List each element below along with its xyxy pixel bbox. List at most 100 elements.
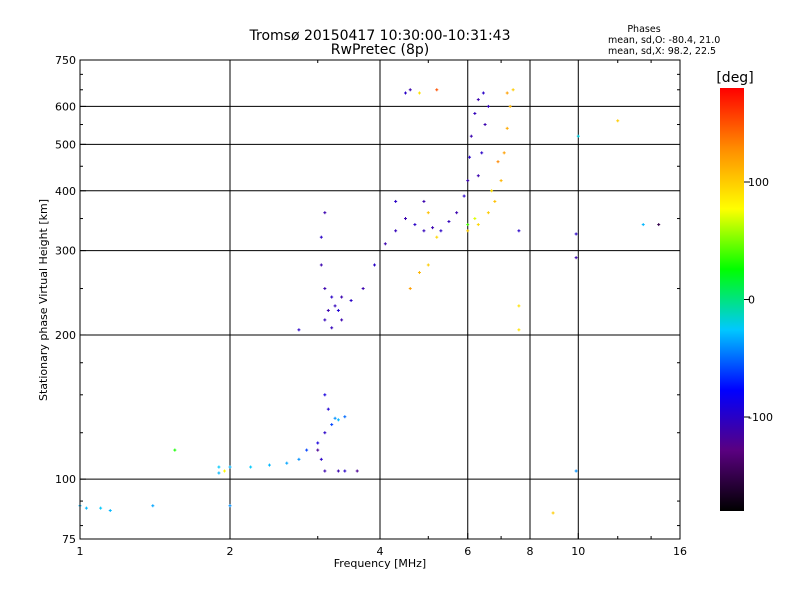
data-point [343, 415, 347, 419]
data-point [576, 134, 580, 138]
data-point [330, 295, 334, 299]
y-tick-label: 750 [55, 54, 76, 67]
data-point [505, 126, 509, 130]
grid [80, 60, 680, 539]
data-point [422, 229, 426, 233]
data-point [333, 304, 337, 308]
data-point [551, 511, 555, 515]
x-tick-label: 16 [673, 545, 687, 558]
data-point [108, 509, 112, 513]
data-point [490, 189, 494, 193]
data-point [373, 263, 377, 267]
chart-subtitle: RwPretec (8p) [331, 42, 429, 58]
data-point [517, 328, 521, 332]
data-point [417, 271, 421, 275]
data-point [340, 295, 344, 299]
data-point [476, 174, 480, 178]
data-point [657, 223, 661, 227]
colorbar-tick-label: -100 [748, 411, 773, 424]
colorbar-tick-label: 100 [748, 176, 769, 189]
y-tick-label: 600 [55, 100, 76, 113]
x-tick-label: 1 [77, 545, 84, 558]
data-point [330, 326, 334, 330]
data-point [326, 407, 330, 411]
data-point [486, 211, 490, 215]
chart-title: Tromsø 20150417 10:30:00-10:31:43 [249, 28, 511, 44]
data-point [473, 217, 477, 221]
data-point [99, 506, 103, 510]
data-point [483, 123, 487, 127]
data-point [469, 134, 473, 138]
data-point [574, 232, 578, 236]
data-point [217, 465, 221, 469]
x-tick-label: 4 [377, 545, 384, 558]
data-point [439, 229, 443, 233]
data-point [511, 88, 515, 92]
data-point [466, 223, 470, 227]
data-point [361, 287, 365, 291]
data-point [340, 318, 344, 322]
legend-line-o: mean, sd,O: -80.4, 21.0 [608, 35, 720, 46]
data-point [323, 318, 327, 322]
data-point [517, 229, 521, 233]
data-point [466, 179, 470, 183]
data-point [466, 229, 470, 233]
x-tick-label: 8 [527, 545, 534, 558]
axis-ticks: 1 2 4 6 8 10 16 75 100 200 300 400 500 600 750 [55, 54, 687, 558]
data-point [305, 448, 309, 452]
colorbar [720, 88, 744, 511]
legend-line-x: mean, sd,X: 98.2, 22.5 [608, 46, 716, 57]
y-tick-label: 500 [55, 138, 76, 151]
data-points [78, 88, 661, 515]
y-tick-label: 300 [55, 245, 76, 258]
colorbar-ticks: 100 0 -100 [744, 176, 773, 424]
data-point [435, 88, 439, 92]
data-point [417, 91, 421, 95]
data-point [316, 448, 320, 452]
data-point [228, 465, 232, 469]
x-tick-label: 6 [464, 545, 471, 558]
data-point [517, 304, 521, 308]
data-point [323, 287, 327, 291]
data-point [403, 217, 407, 221]
data-point [333, 416, 337, 420]
data-point [323, 469, 327, 473]
data-point [336, 469, 340, 473]
data-point [267, 463, 271, 467]
data-point [493, 199, 497, 203]
data-point [426, 263, 430, 267]
data-point [447, 220, 451, 224]
y-tick-label: 75 [62, 533, 76, 546]
y-tick-label: 100 [55, 473, 76, 486]
data-point [349, 299, 353, 303]
data-point [502, 151, 506, 155]
data-point [476, 98, 480, 102]
data-point [151, 504, 155, 508]
data-point [319, 263, 323, 267]
x-axis-label: Frequency [MHz] [334, 557, 426, 570]
data-point [476, 223, 480, 227]
data-point [455, 211, 459, 215]
y-tick-label: 200 [55, 329, 76, 342]
colorbar-label: [deg] [716, 70, 753, 86]
data-point [217, 471, 221, 475]
data-point [574, 469, 578, 473]
data-point [336, 418, 340, 422]
data-point [435, 235, 439, 239]
colorbar-tick-label: 0 [748, 294, 755, 307]
legend-title: Phases [627, 24, 660, 35]
x-tick-label: 2 [227, 545, 234, 558]
data-point [323, 431, 327, 435]
data-point [319, 457, 323, 461]
data-point [462, 194, 466, 198]
data-point [574, 256, 578, 260]
data-point [408, 287, 412, 291]
data-point [486, 104, 490, 108]
data-point [499, 179, 503, 183]
y-tick-label: 400 [55, 185, 76, 198]
data-point [228, 504, 232, 508]
data-point [480, 151, 484, 155]
data-point [431, 226, 435, 230]
data-point [297, 328, 301, 332]
